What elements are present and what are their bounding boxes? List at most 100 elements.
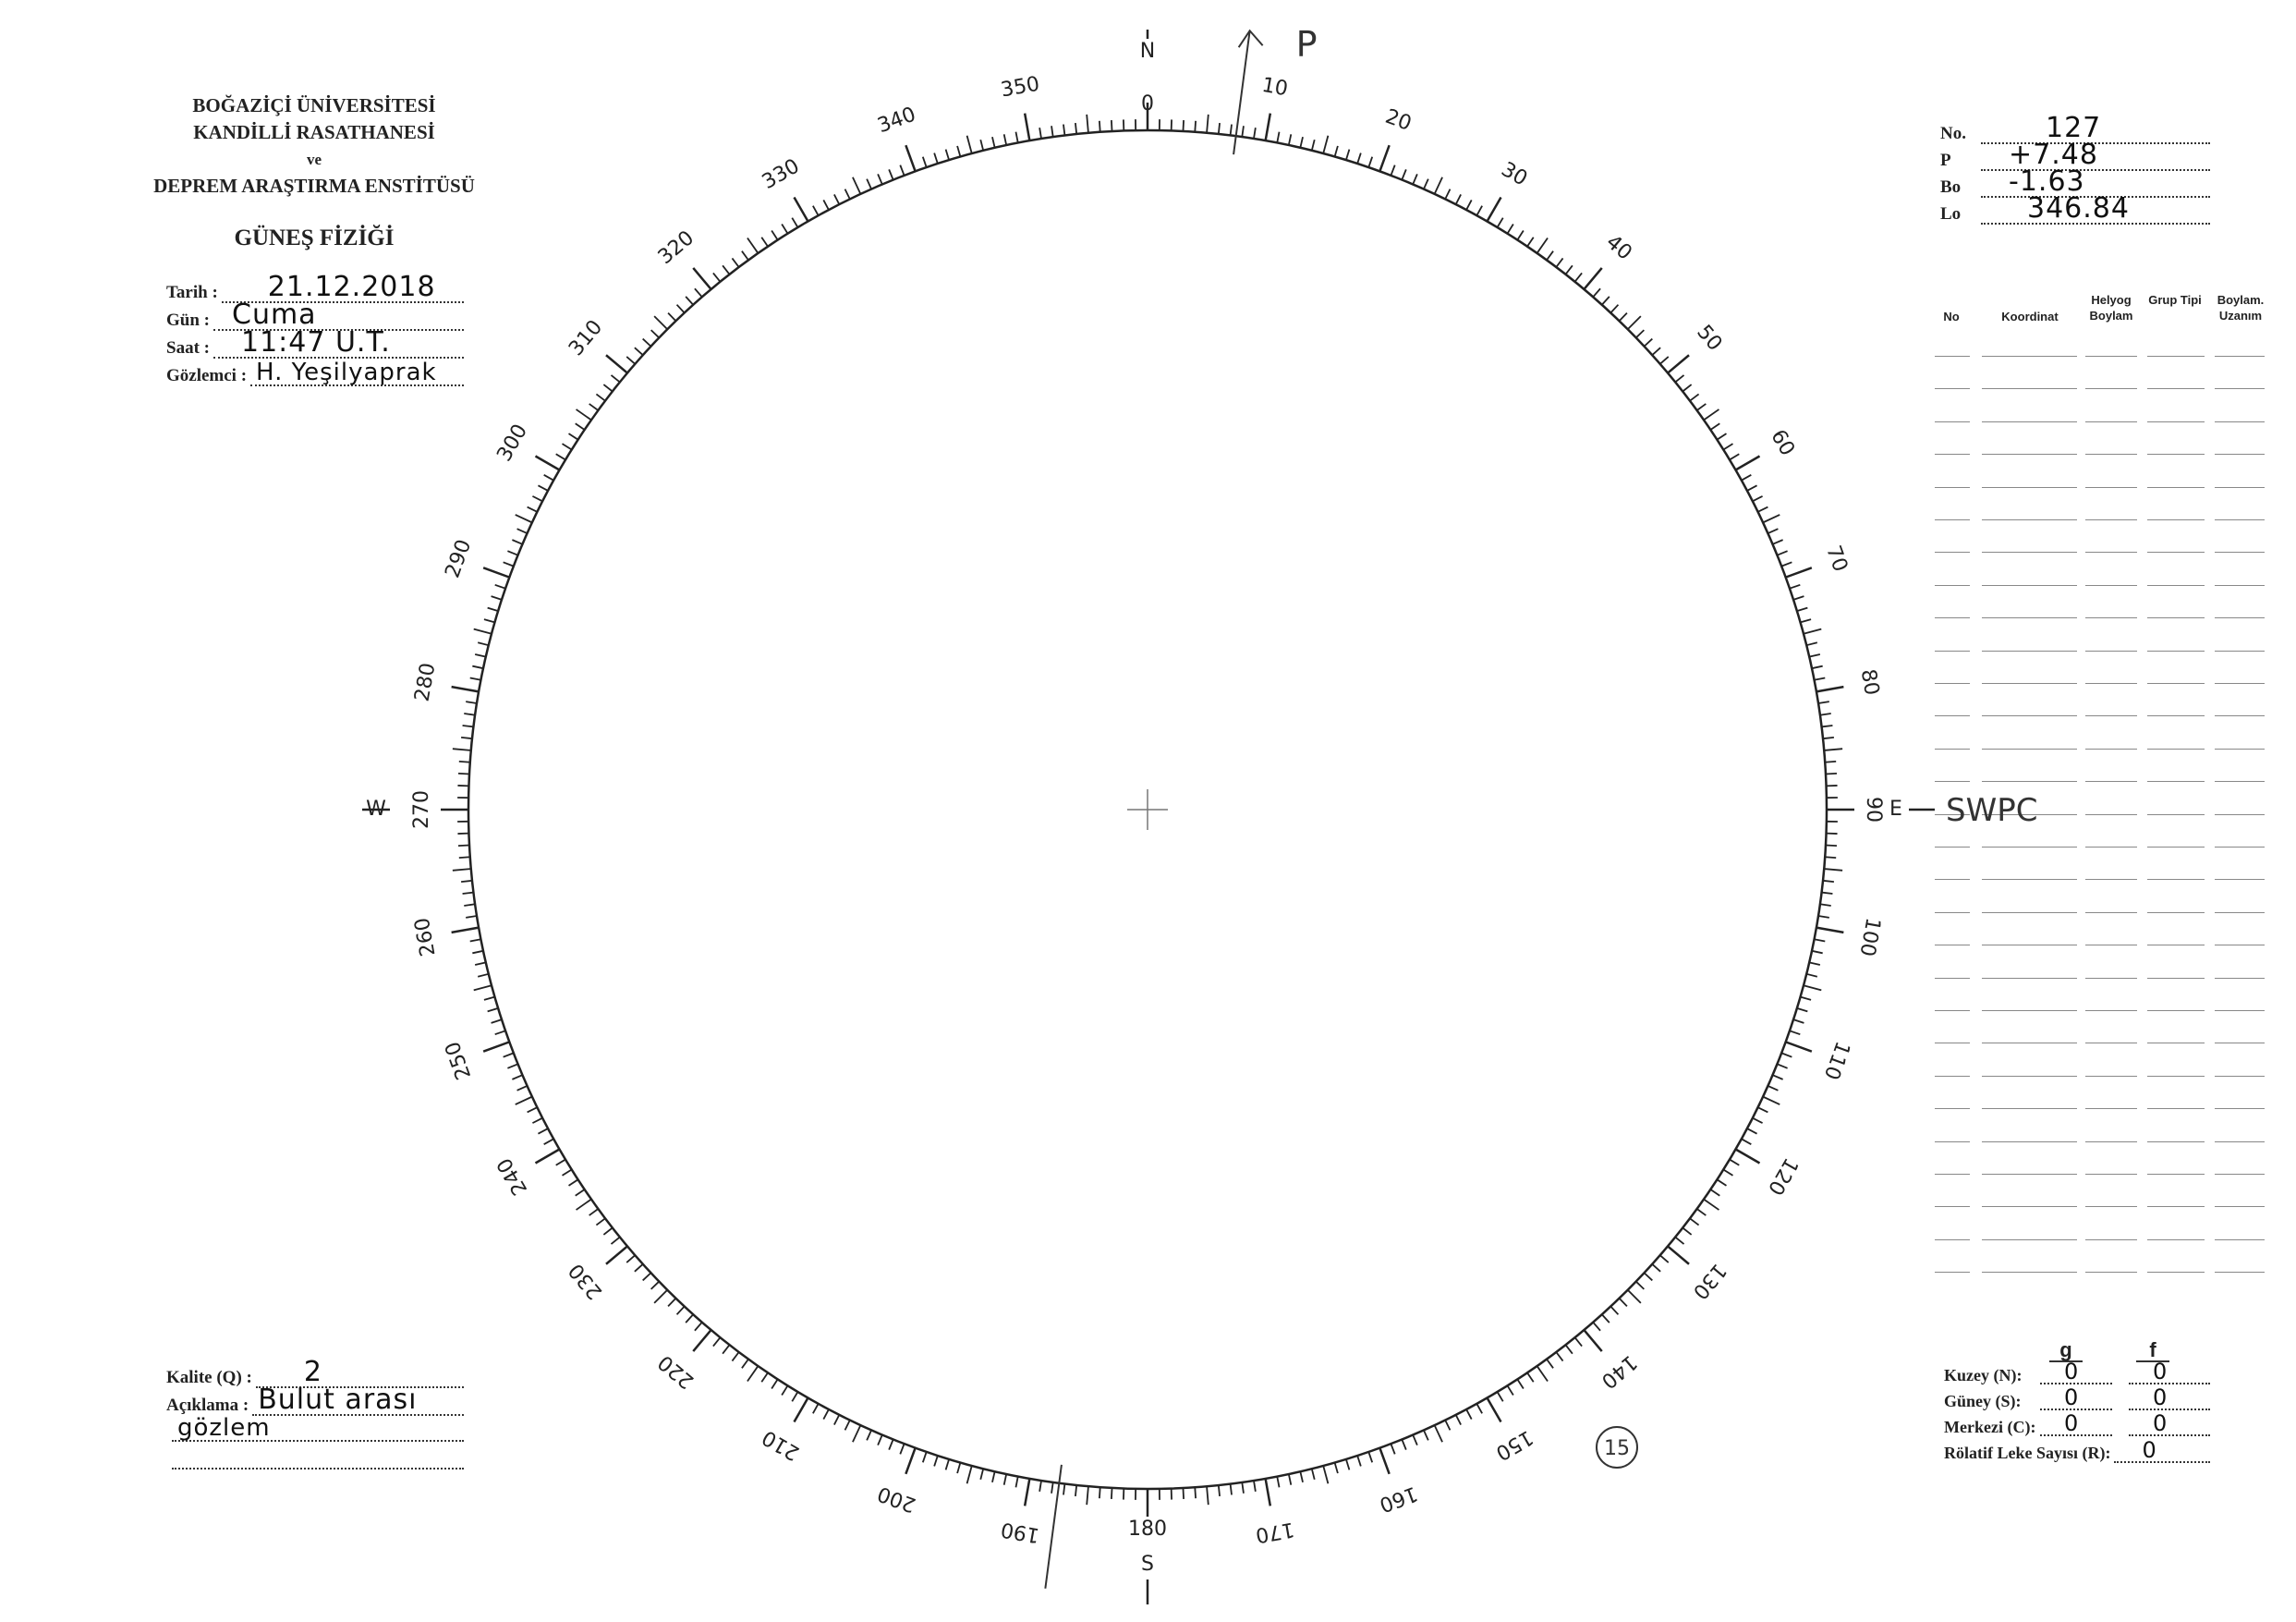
count-f-field[interactable]: 0: [2129, 1359, 2210, 1384]
table-cell-line[interactable]: [1935, 748, 1970, 750]
number-field[interactable]: No. 127: [1940, 112, 2210, 144]
table-cell-line[interactable]: [1935, 1010, 1970, 1011]
table-cell-line[interactable]: [1982, 1140, 2077, 1142]
table-cell-line[interactable]: [2085, 1075, 2137, 1077]
table-cell-line[interactable]: [1935, 519, 1970, 520]
table-cell-line[interactable]: [1982, 1010, 2077, 1011]
time-field[interactable]: Saat : 11:47 U.T.: [166, 326, 464, 359]
table-cell-line[interactable]: [2215, 617, 2265, 619]
table-cell-line[interactable]: [2085, 748, 2137, 750]
bo-field[interactable]: Bo -1.63: [1940, 165, 2210, 198]
table-cell-line[interactable]: [1935, 617, 1970, 619]
table-cell-line[interactable]: [1935, 356, 1970, 357]
table-cell-line[interactable]: [1982, 847, 2077, 848]
count-g-field[interactable]: 0: [2040, 1359, 2112, 1384]
table-cell-line[interactable]: [1982, 356, 2077, 357]
description-line-3[interactable]: [172, 1451, 464, 1470]
table-cell-line[interactable]: [2147, 977, 2205, 979]
table-cell-line[interactable]: [1982, 715, 2077, 717]
table-cell-line[interactable]: [2085, 388, 2137, 390]
table-cell-line[interactable]: [1935, 911, 1970, 913]
table-cell-line[interactable]: [1935, 847, 1970, 848]
p-angle-field[interactable]: P +7.48: [1940, 139, 2210, 171]
table-cell-line[interactable]: [2215, 683, 2265, 684]
table-cell-line[interactable]: [1935, 1075, 1970, 1077]
table-cell-line[interactable]: [2085, 781, 2137, 783]
table-cell-line[interactable]: [2147, 715, 2205, 717]
table-cell-line[interactable]: [2085, 1272, 2137, 1274]
table-cell-line[interactable]: [2085, 552, 2137, 554]
table-cell-line[interactable]: [1935, 1206, 1970, 1208]
table-cell-line[interactable]: [2085, 1108, 2137, 1110]
observer-field[interactable]: Gözlemci : H. Yeşilyaprak: [166, 359, 464, 386]
table-cell-line[interactable]: [1982, 617, 2077, 619]
table-cell-line[interactable]: [1982, 1108, 2077, 1110]
table-cell-line[interactable]: [2147, 1206, 2205, 1208]
table-cell-line[interactable]: [1982, 911, 2077, 913]
table-cell-line[interactable]: [1982, 1174, 2077, 1175]
table-cell-line[interactable]: [2147, 486, 2205, 488]
table-cell-line[interactable]: [1982, 388, 2077, 390]
lo-field[interactable]: Lo 346.84: [1940, 192, 2210, 225]
table-cell-line[interactable]: [2147, 1238, 2205, 1240]
table-cell-line[interactable]: [1935, 1140, 1970, 1142]
table-cell-line[interactable]: [2215, 1206, 2265, 1208]
table-cell-line[interactable]: [2085, 584, 2137, 586]
table-cell-line[interactable]: [2147, 1272, 2205, 1274]
table-cell-line[interactable]: [1935, 552, 1970, 554]
table-cell-line[interactable]: [2085, 715, 2137, 717]
table-cell-line[interactable]: [1982, 1238, 2077, 1240]
table-cell-line[interactable]: [2085, 519, 2137, 520]
table-cell-line[interactable]: [1982, 748, 2077, 750]
table-cell-line[interactable]: [2085, 847, 2137, 848]
table-cell-line[interactable]: [1982, 421, 2077, 422]
table-cell-line[interactable]: [2147, 748, 2205, 750]
table-cell-line[interactable]: [2215, 1108, 2265, 1110]
table-cell-line[interactable]: [1935, 1108, 1970, 1110]
table-cell-line[interactable]: [1982, 813, 2077, 815]
table-cell-line[interactable]: [1935, 421, 1970, 422]
table-cell-line[interactable]: [2147, 813, 2205, 815]
table-cell-line[interactable]: [2085, 1010, 2137, 1011]
table-cell-line[interactable]: [2215, 1075, 2265, 1077]
table-cell-line[interactable]: [2215, 1174, 2265, 1175]
table-cell-line[interactable]: [2085, 650, 2137, 652]
table-cell-line[interactable]: [1935, 584, 1970, 586]
table-cell-line[interactable]: [1935, 879, 1970, 881]
table-cell-line[interactable]: [1935, 486, 1970, 488]
table-cell-line[interactable]: [2147, 1174, 2205, 1175]
table-cell-line[interactable]: [2215, 388, 2265, 390]
table-cell-line[interactable]: [2147, 683, 2205, 684]
table-cell-line[interactable]: [1982, 584, 2077, 586]
table-cell-line[interactable]: [2215, 847, 2265, 848]
table-cell-line[interactable]: [2147, 911, 2205, 913]
table-cell-line[interactable]: [1935, 715, 1970, 717]
table-cell-line[interactable]: [2147, 650, 2205, 652]
table-cell-line[interactable]: [2085, 1206, 2137, 1208]
table-cell-line[interactable]: [2147, 781, 2205, 783]
table-cell-line[interactable]: [2215, 552, 2265, 554]
table-cell-line[interactable]: [2147, 1010, 2205, 1011]
table-cell-line[interactable]: [1982, 519, 2077, 520]
description-line-2[interactable]: gözlem: [172, 1414, 464, 1442]
table-cell-line[interactable]: [1982, 454, 2077, 456]
table-cell-line[interactable]: [2215, 356, 2265, 357]
table-cell-line[interactable]: [1982, 781, 2077, 783]
table-cell-line[interactable]: [2085, 486, 2137, 488]
table-cell-line[interactable]: [2215, 421, 2265, 422]
table-cell-line[interactable]: [1982, 650, 2077, 652]
table-cell-line[interactable]: [1982, 683, 2077, 684]
count-g-field[interactable]: 0: [2040, 1410, 2112, 1436]
table-cell-line[interactable]: [2147, 454, 2205, 456]
quality-field[interactable]: Kalite (Q) : 2: [166, 1356, 464, 1388]
relative-sunspot-number-field[interactable]: Rölatif Leke Sayısı (R): 0: [1944, 1437, 2210, 1463]
table-cell-line[interactable]: [2215, 650, 2265, 652]
table-cell-line[interactable]: [1935, 977, 1970, 979]
table-cell-line[interactable]: [2085, 977, 2137, 979]
table-cell-line[interactable]: [2215, 977, 2265, 979]
table-cell-line[interactable]: [2085, 911, 2137, 913]
table-cell-line[interactable]: [1982, 486, 2077, 488]
table-cell-line[interactable]: [1982, 1075, 2077, 1077]
table-cell-line[interactable]: [1935, 1272, 1970, 1274]
table-cell-line[interactable]: [1935, 1174, 1970, 1175]
